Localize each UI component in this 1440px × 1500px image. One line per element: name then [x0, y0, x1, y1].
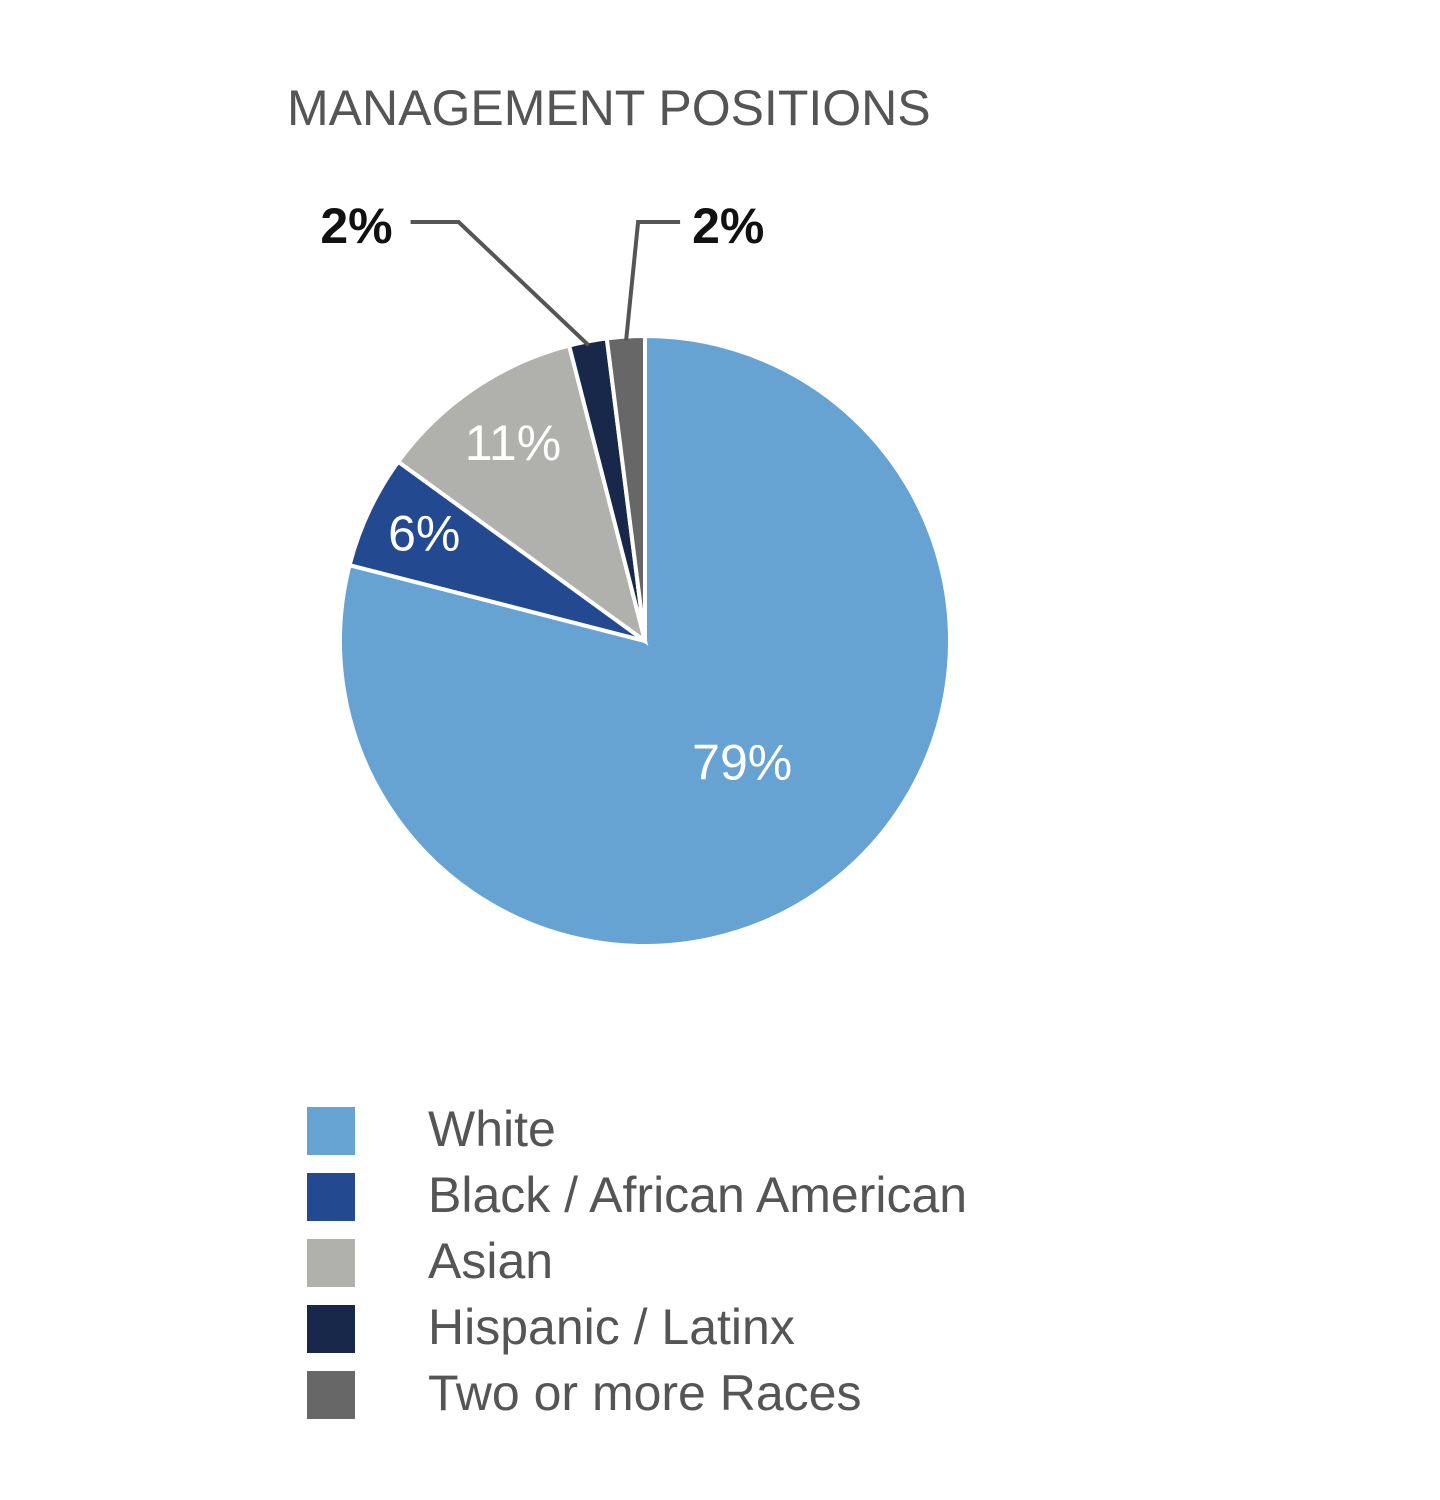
legend-label: Hispanic / Latinx [428, 1299, 795, 1355]
legend-swatch [307, 1239, 355, 1287]
legend-label: White [428, 1101, 556, 1157]
value-label: 11% [465, 415, 561, 471]
pie-slice [395, 343, 649, 646]
value-label: 6% [388, 505, 460, 561]
chart-title: MANAGEMENT POSITIONS [287, 80, 931, 136]
legend-swatch [307, 1305, 355, 1353]
value-label: 2% [692, 198, 764, 254]
legend-swatch [307, 1107, 355, 1155]
legend-label: Black / African American [428, 1167, 967, 1223]
legend-label: Asian [428, 1233, 553, 1289]
leader-line [410, 220, 590, 347]
legend-swatch [307, 1371, 355, 1419]
value-label: 79% [692, 735, 792, 791]
value-label: 2% [320, 198, 392, 254]
leader-line [624, 220, 681, 341]
legend-label: Two or more Races [428, 1365, 861, 1421]
legend-swatch [307, 1173, 355, 1221]
